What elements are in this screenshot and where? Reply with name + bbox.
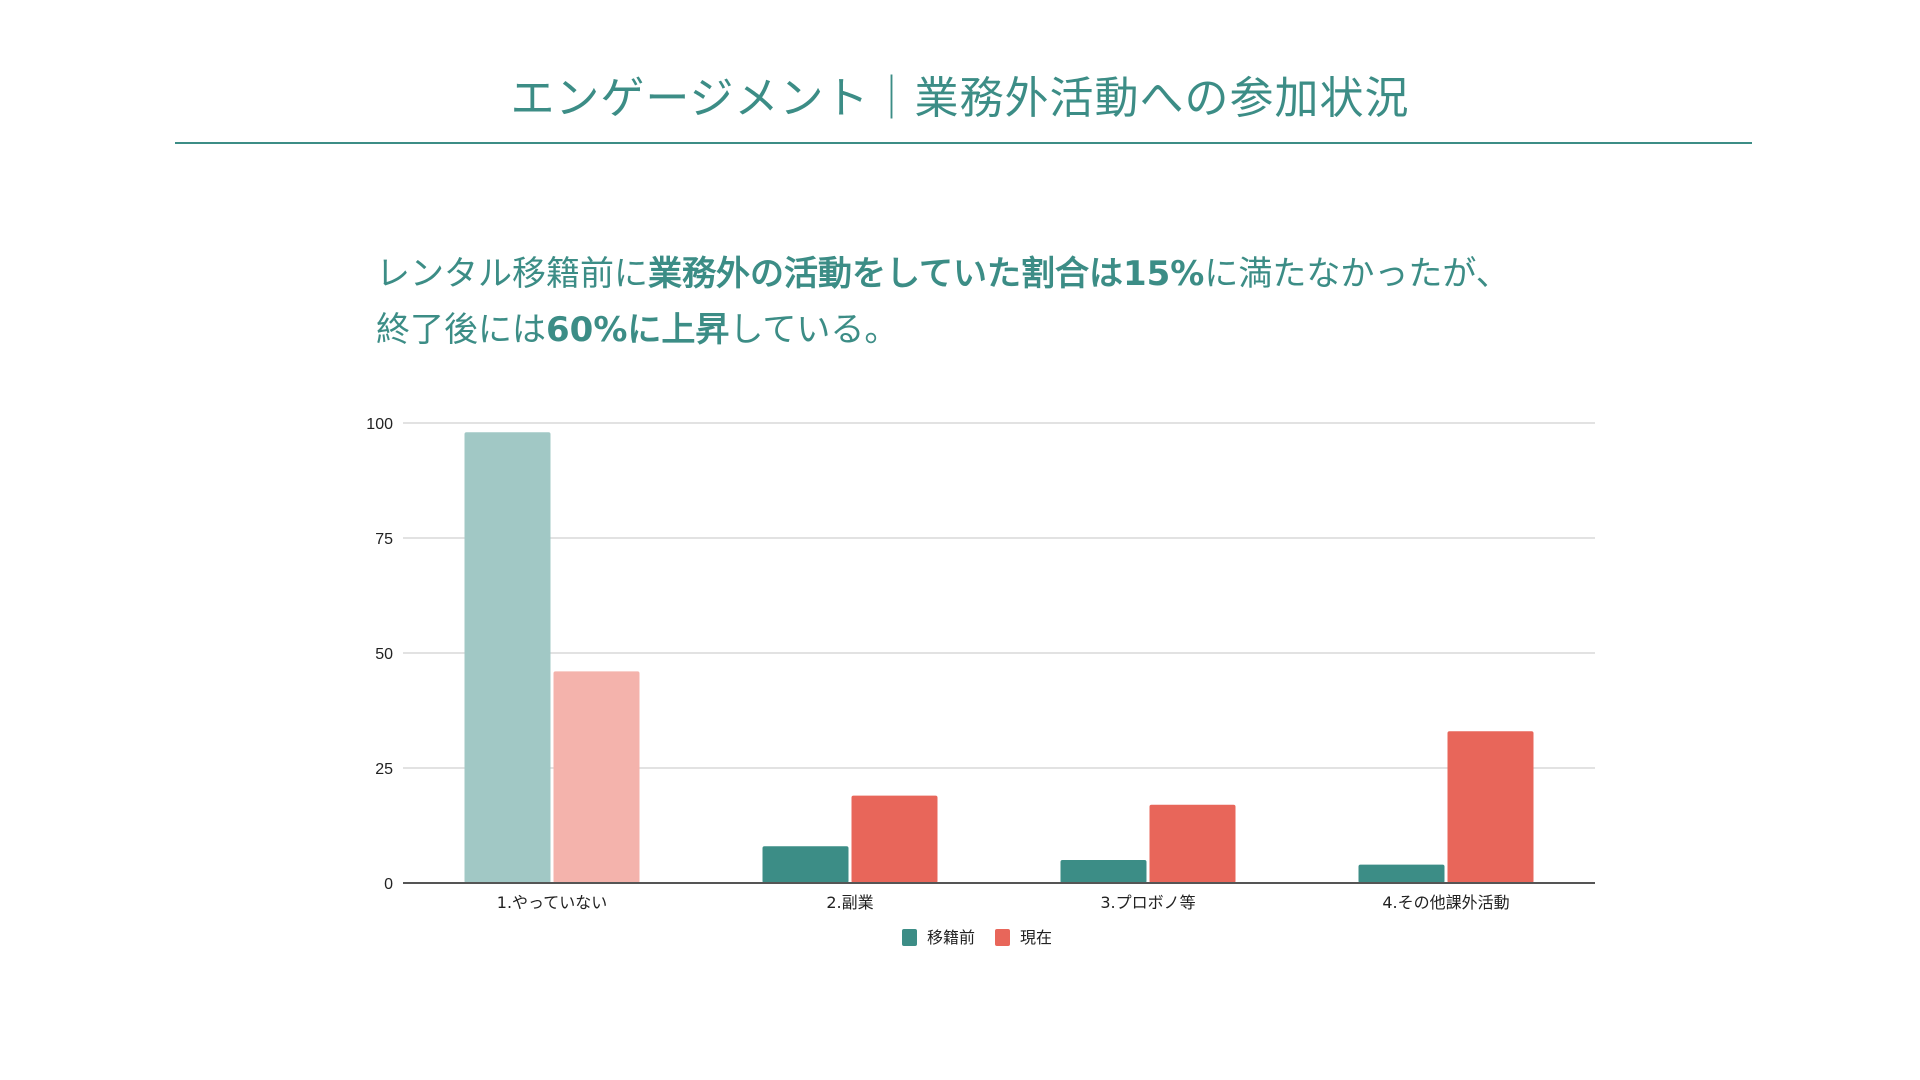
subtitle-line-2: 終了後には60%に上昇している。 [376,302,1676,358]
bar-before-4 [1358,864,1445,883]
y-tick-label-25: 25 [375,761,393,778]
label-layer: 0 25 50 75 100 1.やっていない 2.副業 3.プロボノ等 4.その他課外活動 [366,416,1509,912]
y-tick-label-100: 100 [366,416,393,433]
subtitle-line2-part1: 終了後には [376,310,546,350]
x-category-label-3: 3.プロボノ等 [1100,893,1195,912]
x-category-label-2: 2.副業 [826,893,873,912]
legend-swatch-now [995,929,1010,946]
slide-title: エンゲージメント｜業務外活動への参加状況 [510,73,1410,124]
bar-before-2 [762,846,849,883]
subtitle-line1-part1: レンタル移籍前に [376,254,648,294]
legend: 移籍前 現在 [902,928,1052,947]
subtitle-line1-part3: に満たなかったが、 [1204,254,1510,294]
legend-label-before: 移籍前 [927,928,975,947]
bar-now-2 [851,795,938,883]
legend-swatch-before [902,929,917,946]
subtitle-line2-part2: 60%に上昇 [546,310,730,350]
x-category-label-4: 4.その他課外活動 [1382,893,1509,912]
y-tick-label-50: 50 [375,646,393,663]
bar-now-1 [553,671,640,883]
x-category-label-1: 1.やっていない [497,893,607,912]
bar-now-4 [1447,731,1534,883]
subtitle-line1-part2: 業務外の活動をしていた割合は15% [648,254,1205,294]
subtitle-line2-part3: している。 [729,310,899,350]
bar-before-1 [464,432,551,883]
bar-now-3 [1149,804,1236,883]
subtitle: レンタル移籍前に業務外の活動をしていた割合は15%に満たなかったが、 終了後には… [376,246,1676,358]
legend-label-now: 現在 [1020,928,1052,947]
title-divider [175,142,1752,144]
bar-layer [464,432,1534,883]
y-tick-label-75: 75 [375,531,393,548]
subtitle-line-1: レンタル移籍前に業務外の活動をしていた割合は15%に満たなかったが、 [376,246,1676,302]
bar-before-3 [1060,860,1147,883]
y-tick-label-0: 0 [384,876,393,893]
